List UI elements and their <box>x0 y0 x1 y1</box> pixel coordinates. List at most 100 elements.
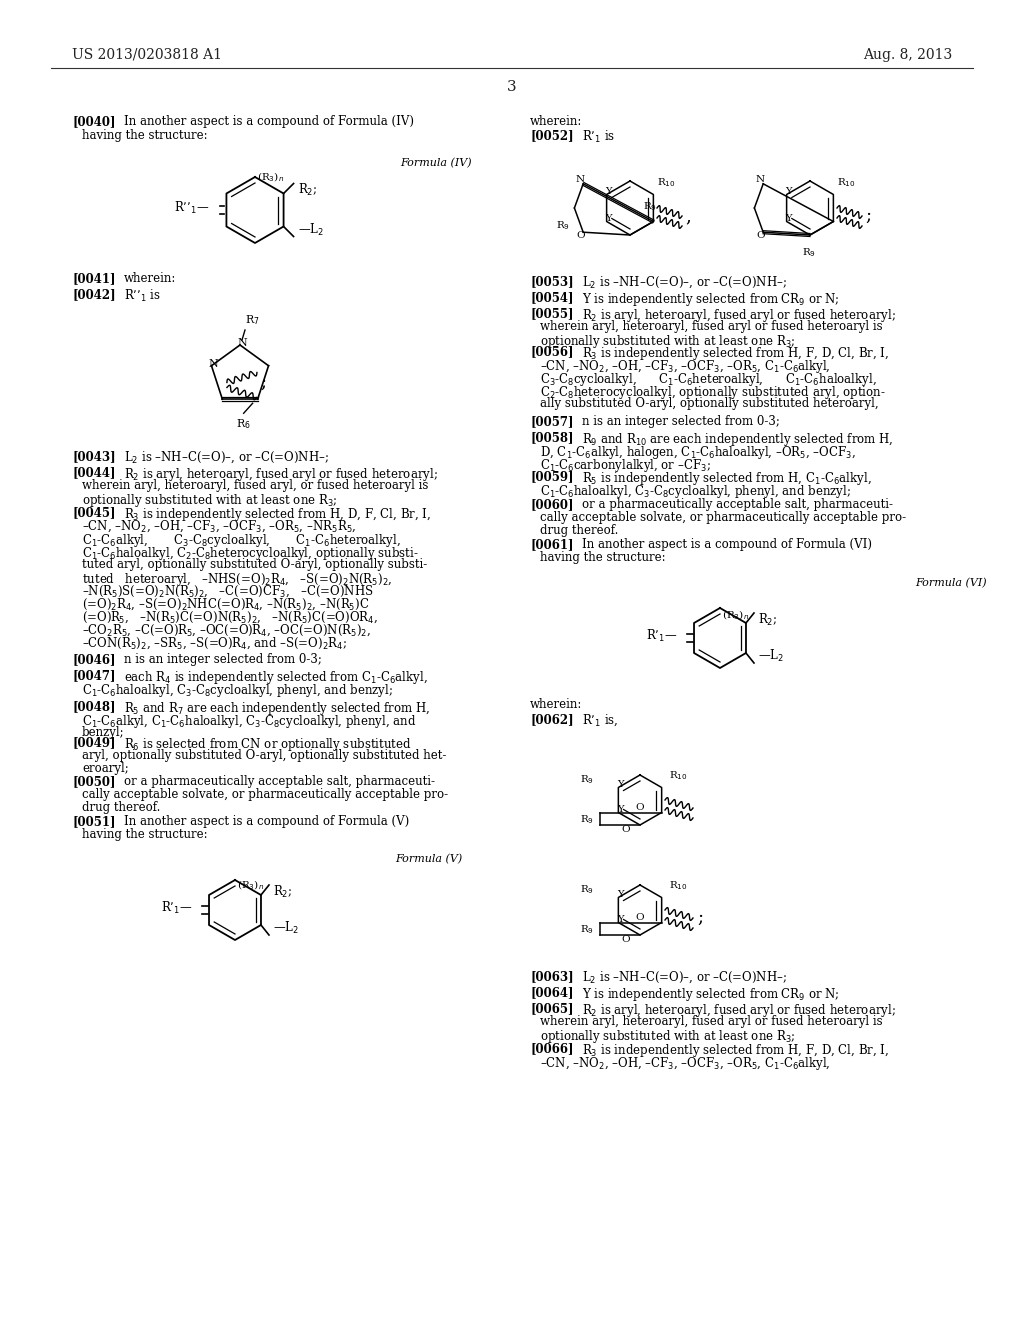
Text: In another aspect is a compound of Formula (V): In another aspect is a compound of Formu… <box>124 814 410 828</box>
Text: n is an integer selected from 0-3;: n is an integer selected from 0-3; <box>124 653 322 667</box>
Text: ;: ; <box>865 207 871 224</box>
Text: C$_1$-C$_6$haloalkyl, C$_2$-C$_8$heterocycloalkyl, optionally substi-: C$_1$-C$_6$haloalkyl, C$_2$-C$_8$heteroc… <box>82 545 419 562</box>
Text: [0051]: [0051] <box>72 814 116 828</box>
Text: R$_9$: R$_9$ <box>580 813 594 826</box>
Text: [0065]: [0065] <box>530 1002 573 1015</box>
Text: (R$_3$)$_n$: (R$_3$)$_n$ <box>722 609 750 622</box>
Text: Aug. 8, 2013: Aug. 8, 2013 <box>863 48 952 62</box>
Text: Y: Y <box>617 805 624 814</box>
Text: [0063]: [0063] <box>530 970 573 983</box>
Text: having the structure:: having the structure: <box>540 550 666 564</box>
Text: drug thereof.: drug thereof. <box>82 801 161 814</box>
Text: –CO$_2$R$_5$, –C(=O)R$_5$, –OC(=O)R$_4$, –OC(=O)N(R$_5$)$_2$,: –CO$_2$R$_5$, –C(=O)R$_5$, –OC(=O)R$_4$,… <box>82 623 371 639</box>
Text: R$_9$: R$_9$ <box>643 201 657 213</box>
Text: aryl, optionally substituted O-aryl, optionally substituted het-: aryl, optionally substituted O-aryl, opt… <box>82 748 446 762</box>
Text: (R$_3$)$_n$: (R$_3$)$_n$ <box>237 878 264 891</box>
Text: N: N <box>209 359 218 368</box>
Text: R$_3$ is independently selected from H, D, F, Cl, Br, I,: R$_3$ is independently selected from H, … <box>124 506 431 523</box>
Text: R$_3$ is independently selected from H, F, D, Cl, Br, I,: R$_3$ is independently selected from H, … <box>582 1041 889 1059</box>
Text: Y: Y <box>785 214 792 223</box>
Text: L$_2$ is –NH–C(=O)–, or –C(=O)NH–;: L$_2$ is –NH–C(=O)–, or –C(=O)NH–; <box>124 450 329 466</box>
Text: —L$_2$: —L$_2$ <box>273 920 299 936</box>
Text: C$_1$-C$_6$haloalkyl, C$_3$-C$_8$cycloalkyl, phenyl, and benzyl;: C$_1$-C$_6$haloalkyl, C$_3$-C$_8$cycloal… <box>82 682 393 700</box>
Text: –CON(R$_5$)$_2$, –SR$_5$, –S(=O)R$_4$, and –S(=O)$_2$R$_4$;: –CON(R$_5$)$_2$, –SR$_5$, –S(=O)R$_4$, a… <box>82 636 347 652</box>
Text: [0046]: [0046] <box>72 653 116 667</box>
Text: R$_9$: R$_9$ <box>580 774 594 787</box>
Text: ally substituted O-aryl, optionally substituted heteroaryl,: ally substituted O-aryl, optionally subs… <box>540 397 879 411</box>
Text: L$_2$ is –NH–C(=O)–, or –C(=O)NH–;: L$_2$ is –NH–C(=O)–, or –C(=O)NH–; <box>582 970 787 986</box>
Text: R$_2$;: R$_2$; <box>298 182 317 198</box>
Text: R’’$_1$—: R’’$_1$— <box>174 199 209 216</box>
Text: In another aspect is a compound of Formula (VI): In another aspect is a compound of Formu… <box>582 539 872 550</box>
Text: R$_9$: R$_9$ <box>580 883 594 896</box>
Text: [0055]: [0055] <box>530 308 573 319</box>
Text: [0056]: [0056] <box>530 345 573 358</box>
Text: O: O <box>622 825 631 834</box>
Text: C$_3$-C$_8$cycloalkyl,      C$_1$-C$_6$heteroalkyl,      C$_1$-C$_6$haloalkyl,: C$_3$-C$_8$cycloalkyl, C$_1$-C$_6$hetero… <box>540 371 877 388</box>
Text: R’$_1$ is,: R’$_1$ is, <box>582 713 618 729</box>
Text: Y: Y <box>785 187 792 195</box>
Text: O: O <box>575 231 585 240</box>
Text: N: N <box>756 176 765 185</box>
Text: R$_2$ is aryl, heteroaryl, fused aryl or fused heteroaryl;: R$_2$ is aryl, heteroaryl, fused aryl or… <box>582 308 896 323</box>
Text: O: O <box>622 936 631 945</box>
Text: [0043]: [0043] <box>72 450 116 463</box>
Text: each R$_4$ is independently selected from C$_1$-C$_6$alkyl,: each R$_4$ is independently selected fro… <box>124 669 428 686</box>
Text: [0044]: [0044] <box>72 466 116 479</box>
Text: R$_2$ is aryl, heteroaryl, fused aryl or fused heteroaryl;: R$_2$ is aryl, heteroaryl, fused aryl or… <box>582 1002 896 1019</box>
Text: O: O <box>636 913 644 921</box>
Text: Y: Y <box>617 780 624 789</box>
Text: [0042]: [0042] <box>72 288 116 301</box>
Text: tuted   heteroaryl,   –NHS(=O)$_2$R$_4$,   –S(=O)$_2$N(R$_5$)$_2$,: tuted heteroaryl, –NHS(=O)$_2$R$_4$, –S(… <box>82 572 392 587</box>
Text: Y is independently selected from CR$_9$ or N;: Y is independently selected from CR$_9$ … <box>582 986 840 1003</box>
Text: [0048]: [0048] <box>72 700 116 713</box>
Text: In another aspect is a compound of Formula (IV): In another aspect is a compound of Formu… <box>124 115 414 128</box>
Text: R$_9$: R$_9$ <box>580 924 594 936</box>
Text: [0064]: [0064] <box>530 986 573 999</box>
Text: [0050]: [0050] <box>72 775 116 788</box>
Text: R$_7$: R$_7$ <box>245 313 260 327</box>
Text: wherein:: wherein: <box>124 272 176 285</box>
Text: (R$_3$)$_n$: (R$_3$)$_n$ <box>257 170 284 183</box>
Text: [0041]: [0041] <box>72 272 116 285</box>
Text: [0045]: [0045] <box>72 506 116 519</box>
Text: optionally substituted with at least one R$_3$;: optionally substituted with at least one… <box>540 333 796 350</box>
Text: R$_{10}$: R$_{10}$ <box>657 176 676 189</box>
Text: optionally substituted with at least one R$_3$;: optionally substituted with at least one… <box>82 492 338 510</box>
Text: C$_1$-C$_6$alkyl, C$_1$-C$_6$haloalkyl, C$_3$-C$_8$cycloalkyl, phenyl, and: C$_1$-C$_6$alkyl, C$_1$-C$_6$haloalkyl, … <box>82 713 417 730</box>
Text: Formula (VI): Formula (VI) <box>915 578 987 589</box>
Text: n is an integer selected from 0-3;: n is an integer selected from 0-3; <box>582 414 780 428</box>
Text: R$_9$ and R$_{10}$ are each independently selected from H,: R$_9$ and R$_{10}$ are each independentl… <box>582 432 894 447</box>
Text: [0059]: [0059] <box>530 470 573 483</box>
Text: wherein:: wherein: <box>530 698 583 711</box>
Text: C$_1$-C$_6$carbonylalkyl, or –CF$_3$;: C$_1$-C$_6$carbonylalkyl, or –CF$_3$; <box>540 457 711 474</box>
Text: Y: Y <box>605 187 612 195</box>
Text: wherein aryl, heteroaryl, fused aryl, or fused heteroaryl is: wherein aryl, heteroaryl, fused aryl, or… <box>82 479 428 492</box>
Text: R$_6$ is selected from CN or optionally substituted: R$_6$ is selected from CN or optionally … <box>124 737 412 752</box>
Text: Y: Y <box>605 214 612 223</box>
Text: having the structure:: having the structure: <box>82 828 208 841</box>
Text: cally acceptable solvate, or pharmaceutically acceptable pro-: cally acceptable solvate, or pharmaceuti… <box>82 788 449 801</box>
Text: O: O <box>756 231 765 240</box>
Text: ;: ; <box>697 909 703 927</box>
Text: cally acceptable solvate, or pharmaceutically acceptable pro-: cally acceptable solvate, or pharmaceuti… <box>540 511 906 524</box>
Text: —L$_2$: —L$_2$ <box>758 648 784 664</box>
Text: R$_9$: R$_9$ <box>802 247 816 260</box>
Text: [0054]: [0054] <box>530 290 573 304</box>
Text: Formula (IV): Formula (IV) <box>400 158 472 169</box>
Text: [0060]: [0060] <box>530 498 573 511</box>
Text: R$_5$ and R$_7$ are each independently selected from H,: R$_5$ and R$_7$ are each independently s… <box>124 700 430 717</box>
Text: R’’$_1$ is: R’’$_1$ is <box>124 288 161 304</box>
Text: O: O <box>636 803 644 812</box>
Text: R$_6$: R$_6$ <box>236 417 251 432</box>
Text: ;: ; <box>260 374 266 392</box>
Text: [0047]: [0047] <box>72 669 116 682</box>
Text: [0040]: [0040] <box>72 115 116 128</box>
Text: or a pharmaceutically acceptable salt, pharmaceuti-: or a pharmaceutically acceptable salt, p… <box>582 498 893 511</box>
Text: [0061]: [0061] <box>530 539 573 550</box>
Text: R’$_1$—: R’$_1$— <box>646 628 678 644</box>
Text: (=O)R$_5$,   –N(R$_5$)C(=O)N(R$_5$)$_2$,   –N(R$_5$)C(=O)OR$_4$,: (=O)R$_5$, –N(R$_5$)C(=O)N(R$_5$)$_2$, –… <box>82 610 378 626</box>
Text: Formula (V): Formula (V) <box>395 854 462 865</box>
Text: R$_2$;: R$_2$; <box>758 612 777 628</box>
Text: R$_9$: R$_9$ <box>556 219 570 232</box>
